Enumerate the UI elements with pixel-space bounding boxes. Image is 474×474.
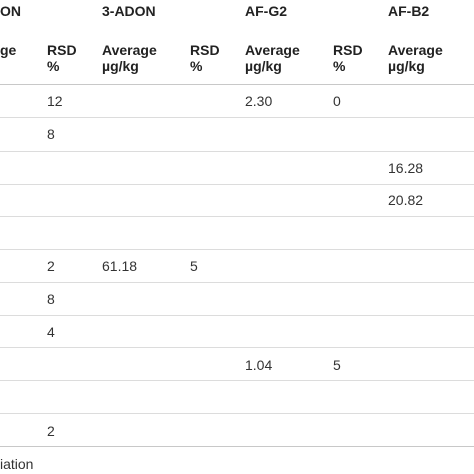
table-cell: 5 <box>333 357 341 373</box>
table-cell: 4 <box>47 324 55 340</box>
group-header-3-adon: 3-ADON <box>102 3 156 19</box>
subheader-rsd-af-g2: RSD % <box>333 42 363 74</box>
subheader-average-af-b2: Average µg/kg <box>388 42 443 74</box>
row-divider <box>0 216 474 217</box>
row-divider <box>0 380 474 381</box>
row-divider <box>0 249 474 250</box>
row-divider <box>0 347 474 348</box>
subheader-average-3-adon: Average µg/kg <box>102 42 157 74</box>
table-cell: 0 <box>333 93 341 109</box>
table-footnote: iation <box>0 456 34 472</box>
group-header-af-b2: AF-B2 <box>388 3 430 19</box>
subheader-average-partial: ge <box>0 42 17 58</box>
table-cell: 2.30 <box>245 93 273 109</box>
row-divider <box>0 282 474 283</box>
header-divider <box>0 84 474 85</box>
row-divider <box>0 315 474 316</box>
table-bottom-border <box>0 446 474 447</box>
table-cell: 8 <box>47 291 55 307</box>
group-header-on: ON <box>0 3 21 19</box>
row-divider <box>0 117 474 118</box>
subheader-rsd-3-adon: RSD % <box>190 42 220 74</box>
table-cell: 12 <box>47 93 63 109</box>
row-divider <box>0 184 474 185</box>
table-cell: 8 <box>47 126 55 142</box>
table-cell: 16.28 <box>388 160 424 176</box>
subheader-average-af-g2: Average µg/kg <box>245 42 300 74</box>
table-cell: 2 <box>47 258 55 274</box>
table-cell: 61.18 <box>102 258 138 274</box>
group-header-af-g2: AF-G2 <box>245 3 287 19</box>
table-cell: 5 <box>190 258 198 274</box>
subheader-rsd-1: RSD % <box>47 42 77 74</box>
row-divider <box>0 413 474 414</box>
table-cell: 2 <box>47 423 55 439</box>
table-cell: 20.82 <box>388 192 424 208</box>
row-divider <box>0 151 474 152</box>
table-cell: 1.04 <box>245 357 273 373</box>
